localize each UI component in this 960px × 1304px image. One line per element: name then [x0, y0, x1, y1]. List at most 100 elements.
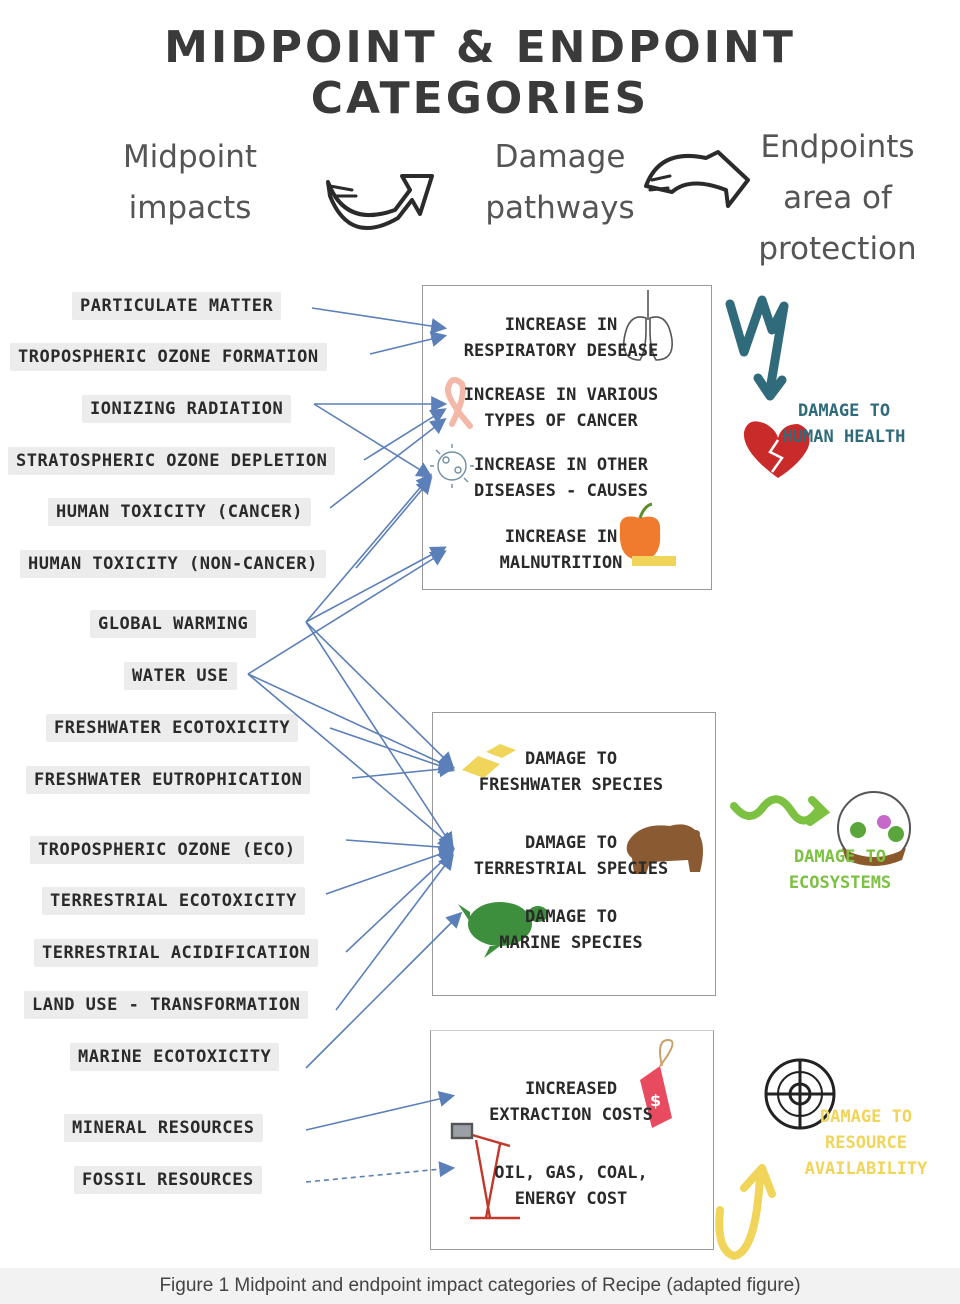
pathway-line: INCREASE IN VARIOUS [463, 385, 659, 405]
header-endpoint-line: protection [758, 231, 917, 267]
midpoint-item: GLOBAL WARMING [90, 610, 257, 638]
connection-arrow [247, 673, 455, 770]
midpoint-item: TROPOSPHERIC OZONE (ECO) [30, 836, 304, 864]
terrarium-icon [837, 791, 911, 866]
header-damage: Damage pathways [460, 132, 660, 234]
connection-arrow [305, 1091, 456, 1131]
endpoint-ecosystems: DAMAGE TO ECOSYSTEMS [750, 844, 930, 896]
endpoint-human-health: DAMAGE TO HUMAN HEALTH [754, 398, 934, 450]
midpoint-item: MINERAL RESOURCES [64, 1114, 263, 1142]
price-tag-icon: $ [640, 1038, 674, 1128]
diagram-title: MIDPOINT & ENDPOINT CATEGORIES [164, 22, 796, 124]
connection-arrow [305, 911, 463, 1069]
connection-arrow [345, 839, 456, 856]
pathway-freshwater-species: DAMAGE TO FRESHWATER SPECIES [456, 746, 686, 798]
header-endpoint-line: Endpoints [760, 129, 915, 165]
curved-arrow-icon [644, 150, 750, 208]
pathway-cancer: INCREASE IN VARIOUS TYPES OF CANCER [446, 382, 676, 434]
bear-icon [626, 824, 703, 874]
lungs-icon [623, 290, 673, 361]
connection-arrow [305, 621, 455, 769]
pathway-line: INCREASED [524, 1079, 618, 1099]
pathway-line: RESPIRATORY DESEASE [463, 341, 659, 361]
midpoint-item: WATER USE [124, 662, 237, 690]
connection-arrow [325, 846, 456, 895]
midpoint-item: LAND USE - TRANSFORMATION [24, 991, 309, 1019]
figure-caption: Figure 1 Midpoint and endpoint impact ca… [0, 1268, 960, 1304]
curved-arrow-icon [326, 174, 434, 230]
upward-arrow-icon [715, 1164, 776, 1260]
pathway-line: TERRESTRIAL SPECIES [473, 859, 669, 879]
resources-symbol-icon [764, 1058, 836, 1130]
connection-arrow [329, 727, 456, 774]
connection-arrow [313, 403, 433, 478]
connection-arrow [369, 331, 448, 355]
midpoint-item: FRESHWATER EUTROPHICATION [26, 766, 311, 794]
resource-pathway-box [430, 1030, 714, 1250]
pathway-line: DAMAGE TO [524, 749, 618, 769]
pathway-line: ENERGY COST [514, 1189, 628, 1209]
endpoint-line: DAMAGE TO [793, 847, 887, 867]
wavy-arrow-icon [730, 795, 831, 826]
pathway-line: MALNUTRITION [499, 553, 623, 573]
connection-arrow [305, 546, 447, 623]
pathway-line: FRESHWATER SPECIES [478, 775, 664, 795]
midpoint-item: FOSSIL RESOURCES [74, 1166, 262, 1194]
midpoint-item: FRESHWATER ECOTOXICITY [46, 714, 299, 742]
header-endpoint-line: area of [783, 180, 892, 216]
apple-icon [619, 502, 676, 566]
connection-arrow [247, 673, 455, 849]
pathway-line: OIL, GAS, COAL, [494, 1163, 648, 1183]
cancer-ribbon-icon [444, 376, 473, 429]
pathway-line: DAMAGE TO [524, 907, 618, 927]
midpoint-item: STRATOSPHERIC OZONE DEPLETION [8, 447, 336, 475]
pathway-extraction-costs: INCREASED EXTRACTION COSTS [456, 1076, 686, 1128]
connection-arrow [329, 418, 447, 509]
virus-icon [430, 444, 474, 488]
endpoint-line: DAMAGE TO [819, 1107, 913, 1127]
header-midpoint-line: impacts [128, 190, 252, 226]
header-arrows [326, 150, 750, 230]
turtle-icon [458, 902, 548, 958]
pathway-line: INCREASE IN OTHER [474, 455, 648, 475]
midpoint-item: TERRESTRIAL ECOTOXICITY [42, 887, 305, 915]
header-midpoint-line: Midpoint [122, 139, 258, 175]
zigzag-arrow-icon [725, 295, 789, 401]
fish-icon [462, 744, 516, 778]
pathway-icons: $ [430, 290, 703, 1220]
midpoint-item: HUMAN TOXICITY (CANCER) [48, 498, 311, 526]
pathway-line: DAMAGE TO [524, 833, 618, 853]
pathway-line: TYPES OF CANCER [484, 411, 638, 431]
pathway-malnutrition: INCREASE IN MALNUTRITION [446, 524, 676, 576]
connection-arrow [355, 477, 433, 569]
connection-arrow [351, 761, 456, 779]
header-endpoint: Endpoints area of protection [740, 122, 935, 275]
connection-arrow [311, 307, 448, 334]
pathway-other-diseases: INCREASE IN OTHER DISEASES - CAUSES [446, 452, 676, 504]
broken-heart-icon [743, 421, 810, 478]
midpoint-item: PARTICULATE MATTER [72, 292, 282, 320]
pathway-line: EXTRACTION COSTS [489, 1105, 653, 1125]
pathway-respiratory: INCREASE IN RESPIRATORY DESEASE [446, 312, 676, 364]
midpoint-item: HUMAN TOXICITY (NON-CANCER) [20, 550, 326, 578]
pathway-line: INCREASE IN [504, 315, 618, 335]
pathway-line: INCREASE IN [504, 527, 618, 547]
endpoint-line: HUMAN HEALTH [782, 427, 906, 447]
pathway-energy-cost: OIL, GAS, COAL, ENERGY COST [456, 1160, 686, 1212]
midpoint-item: TROPOSPHERIC OZONE FORMATION [10, 343, 327, 371]
endpoint-resources: DAMAGE TO RESOURCE AVAILABILITY [776, 1104, 956, 1182]
endpoint-line: RESOURCE [825, 1133, 907, 1153]
connection-arrow [335, 853, 454, 1011]
svg-text:$: $ [650, 1091, 661, 1110]
header-damage-line: Damage [494, 139, 626, 175]
pathway-line: MARINE SPECIES [499, 933, 643, 953]
header-midpoint: Midpoint impacts [100, 132, 280, 234]
connection-arrow [345, 849, 455, 953]
pathway-line: DISEASES - CAUSES [474, 481, 648, 501]
oil-pump-icon [450, 1122, 520, 1220]
midpoint-item: TERRESTRIAL ACIDIFICATION [34, 939, 319, 967]
endpoint-line: DAMAGE TO [797, 401, 891, 421]
endpoint-line: AVAILABILITY [804, 1159, 928, 1179]
midpoint-item: IONIZING RADIATION [82, 395, 292, 423]
connection-arrow [247, 550, 447, 675]
